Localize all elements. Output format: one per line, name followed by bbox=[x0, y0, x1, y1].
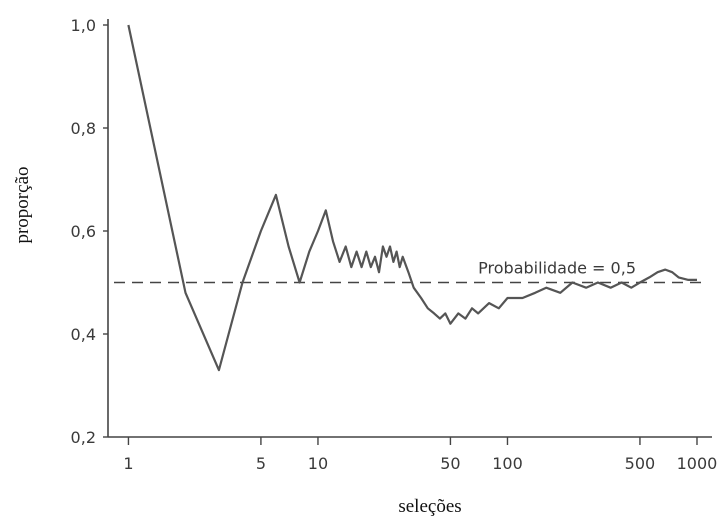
x-tick-label: 500 bbox=[625, 454, 656, 473]
x-tick-label: 1 bbox=[123, 454, 133, 473]
x-tick-label: 100 bbox=[492, 454, 523, 473]
y-tick-label: 0,4 bbox=[71, 325, 96, 344]
axes-layer bbox=[107, 19, 712, 438]
y-tick-label: 1,0 bbox=[71, 16, 96, 35]
x-tick-label: 1000 bbox=[677, 454, 718, 473]
y-tick-label: 0,6 bbox=[71, 222, 96, 241]
x-tick-label: 5 bbox=[256, 454, 266, 473]
y-tick-label: 0,2 bbox=[71, 428, 96, 447]
x-tick-label: 50 bbox=[440, 454, 460, 473]
ticks-layer: 0,2 0,4 0,6 0,8 1,0 1 5 10 50 100 500 1000 bbox=[71, 16, 718, 473]
reference-layer: Probabilidade = 0,5 bbox=[114, 259, 706, 284]
x-tick-label: 10 bbox=[308, 454, 328, 473]
proportion-series-line bbox=[127, 24, 697, 372]
y-tick-label: 0,8 bbox=[71, 119, 96, 138]
y-axis-label: proporção bbox=[12, 166, 33, 243]
x-axis-label: seleções bbox=[398, 496, 461, 517]
series-layer bbox=[127, 24, 697, 372]
probability-annotation: Probabilidade = 0,5 bbox=[478, 259, 636, 278]
